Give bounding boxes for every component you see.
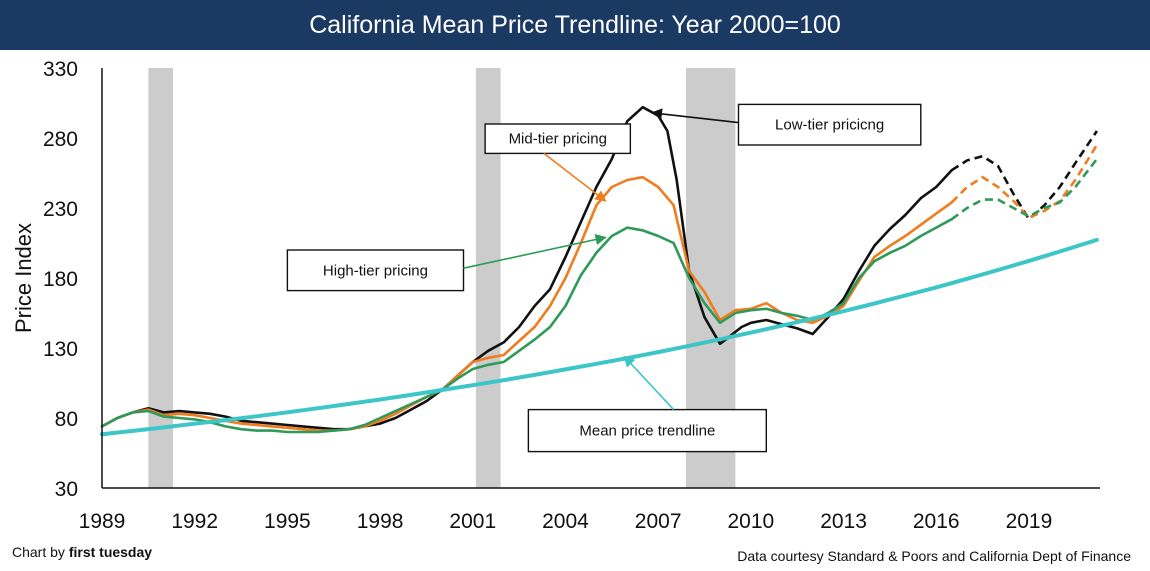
credit-prefix: Chart by — [12, 544, 65, 560]
x-tick-label: 1989 — [79, 510, 126, 533]
series-projection-low — [951, 130, 1098, 222]
x-tick-label: 1992 — [171, 510, 218, 533]
callout-box-mid — [484, 123, 632, 155]
callout-label-trend: Mean price trendline — [579, 423, 715, 440]
callout-label-high: High-tier pricing — [323, 262, 428, 279]
chart-credit: Chart by first tuesday — [12, 544, 152, 560]
y-tick-label: 130 — [43, 338, 78, 361]
callout-box-high — [286, 249, 465, 292]
chart-title: California Mean Price Trendline: Year 20… — [0, 0, 1150, 50]
x-tick-label: 1995 — [264, 510, 311, 533]
x-tick-label: 2007 — [635, 510, 682, 533]
axes — [101, 68, 1100, 489]
callout-label-mid: Mid-tier pricing — [509, 131, 607, 148]
callout-label-low: Low-tier pricicng — [775, 117, 884, 134]
callout-arrow-trend — [623, 355, 675, 411]
y-tick-label: 80 — [55, 408, 78, 431]
data-source-note: Data courtesy Standard & Poors and Calif… — [737, 548, 1131, 564]
callout-box-low — [737, 103, 922, 146]
callout-arrow-low — [650, 108, 739, 124]
series-projection-mid — [950, 144, 1099, 220]
chart-svg: 30 80 130 180 230 280 330 1989 1992 1995 1998 2001 2… — [11, 58, 1100, 533]
series-projection-high — [950, 158, 1098, 221]
y-tick-label: 180 — [43, 268, 78, 291]
annotations: Mid-tier pricing Low-tier pricicng High-ti… — [286, 103, 922, 453]
callout-box-trend — [527, 408, 768, 453]
series-line-low — [100, 105, 954, 431]
x-tick-label: 1998 — [357, 510, 404, 533]
x-tick-label: 2001 — [449, 510, 496, 533]
tick-labels: 30 80 130 180 230 280 330 1989 1992 1995 1998 2001 2… — [43, 58, 1052, 533]
x-tick-label: 2019 — [1006, 510, 1053, 533]
series-line-trend — [100, 237, 1099, 437]
series-line-high — [100, 217, 954, 434]
credit-brand: first tuesday — [68, 544, 153, 560]
y-tick-label: 330 — [43, 58, 78, 81]
y-tick-label: 230 — [43, 198, 78, 221]
series-lines — [100, 105, 1099, 437]
y-tick-label: 280 — [43, 128, 78, 151]
x-tick-label: 2010 — [727, 510, 774, 533]
callout-arrow-high — [463, 234, 607, 269]
series-line-mid — [100, 175, 954, 432]
y-tick-label: 30 — [55, 478, 78, 501]
callout-arrow-mid — [543, 152, 607, 202]
x-tick-label: 2016 — [913, 510, 960, 533]
y-axis-label: Price Index — [11, 223, 36, 333]
x-tick-label: 2013 — [820, 510, 867, 533]
x-tick-label: 2004 — [542, 510, 589, 533]
